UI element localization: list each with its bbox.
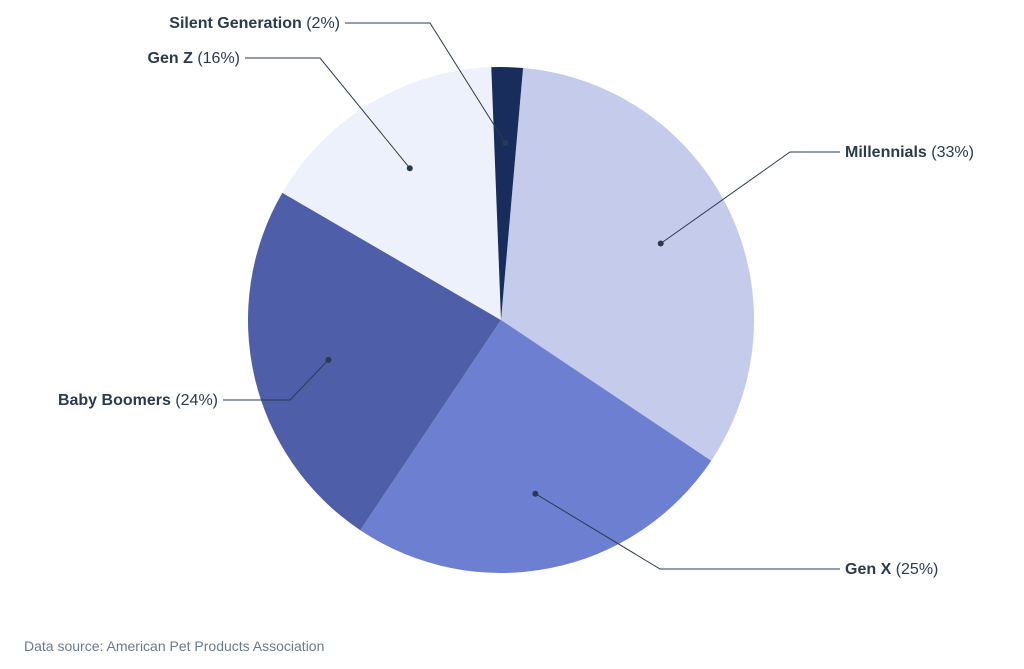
slice-label-pct: (16%) xyxy=(197,50,240,67)
data-source: Data source: American Pet Products Assoc… xyxy=(24,638,324,654)
slice-label-name: Baby Boomers xyxy=(58,392,171,409)
slice-label-pct: (33%) xyxy=(931,144,974,161)
data-source-prefix: Data source: xyxy=(24,638,107,654)
slice-label-name: Gen Z xyxy=(148,50,193,67)
data-source-text: American Pet Products Association xyxy=(107,638,325,654)
slice-label-pct: (24%) xyxy=(175,392,218,409)
slice-label-pct: (2%) xyxy=(306,15,340,32)
slice-label-name: Silent Generation xyxy=(169,15,301,32)
pie-chart-container: Data source: American Pet Products Assoc… xyxy=(0,0,1024,669)
slice-label-gen-z: Gen Z (16%) xyxy=(148,49,240,68)
slice-label-name: Gen X xyxy=(845,561,891,578)
slice-label-pct: (25%) xyxy=(896,561,939,578)
slice-label-baby-boomers: Baby Boomers (24%) xyxy=(58,391,218,410)
slice-label-gen-x: Gen X (25%) xyxy=(845,560,938,579)
slice-label-silent-generation: Silent Generation (2%) xyxy=(169,14,340,33)
slice-label-millennials: Millennials (33%) xyxy=(845,143,974,162)
slice-label-name: Millennials xyxy=(845,144,927,161)
